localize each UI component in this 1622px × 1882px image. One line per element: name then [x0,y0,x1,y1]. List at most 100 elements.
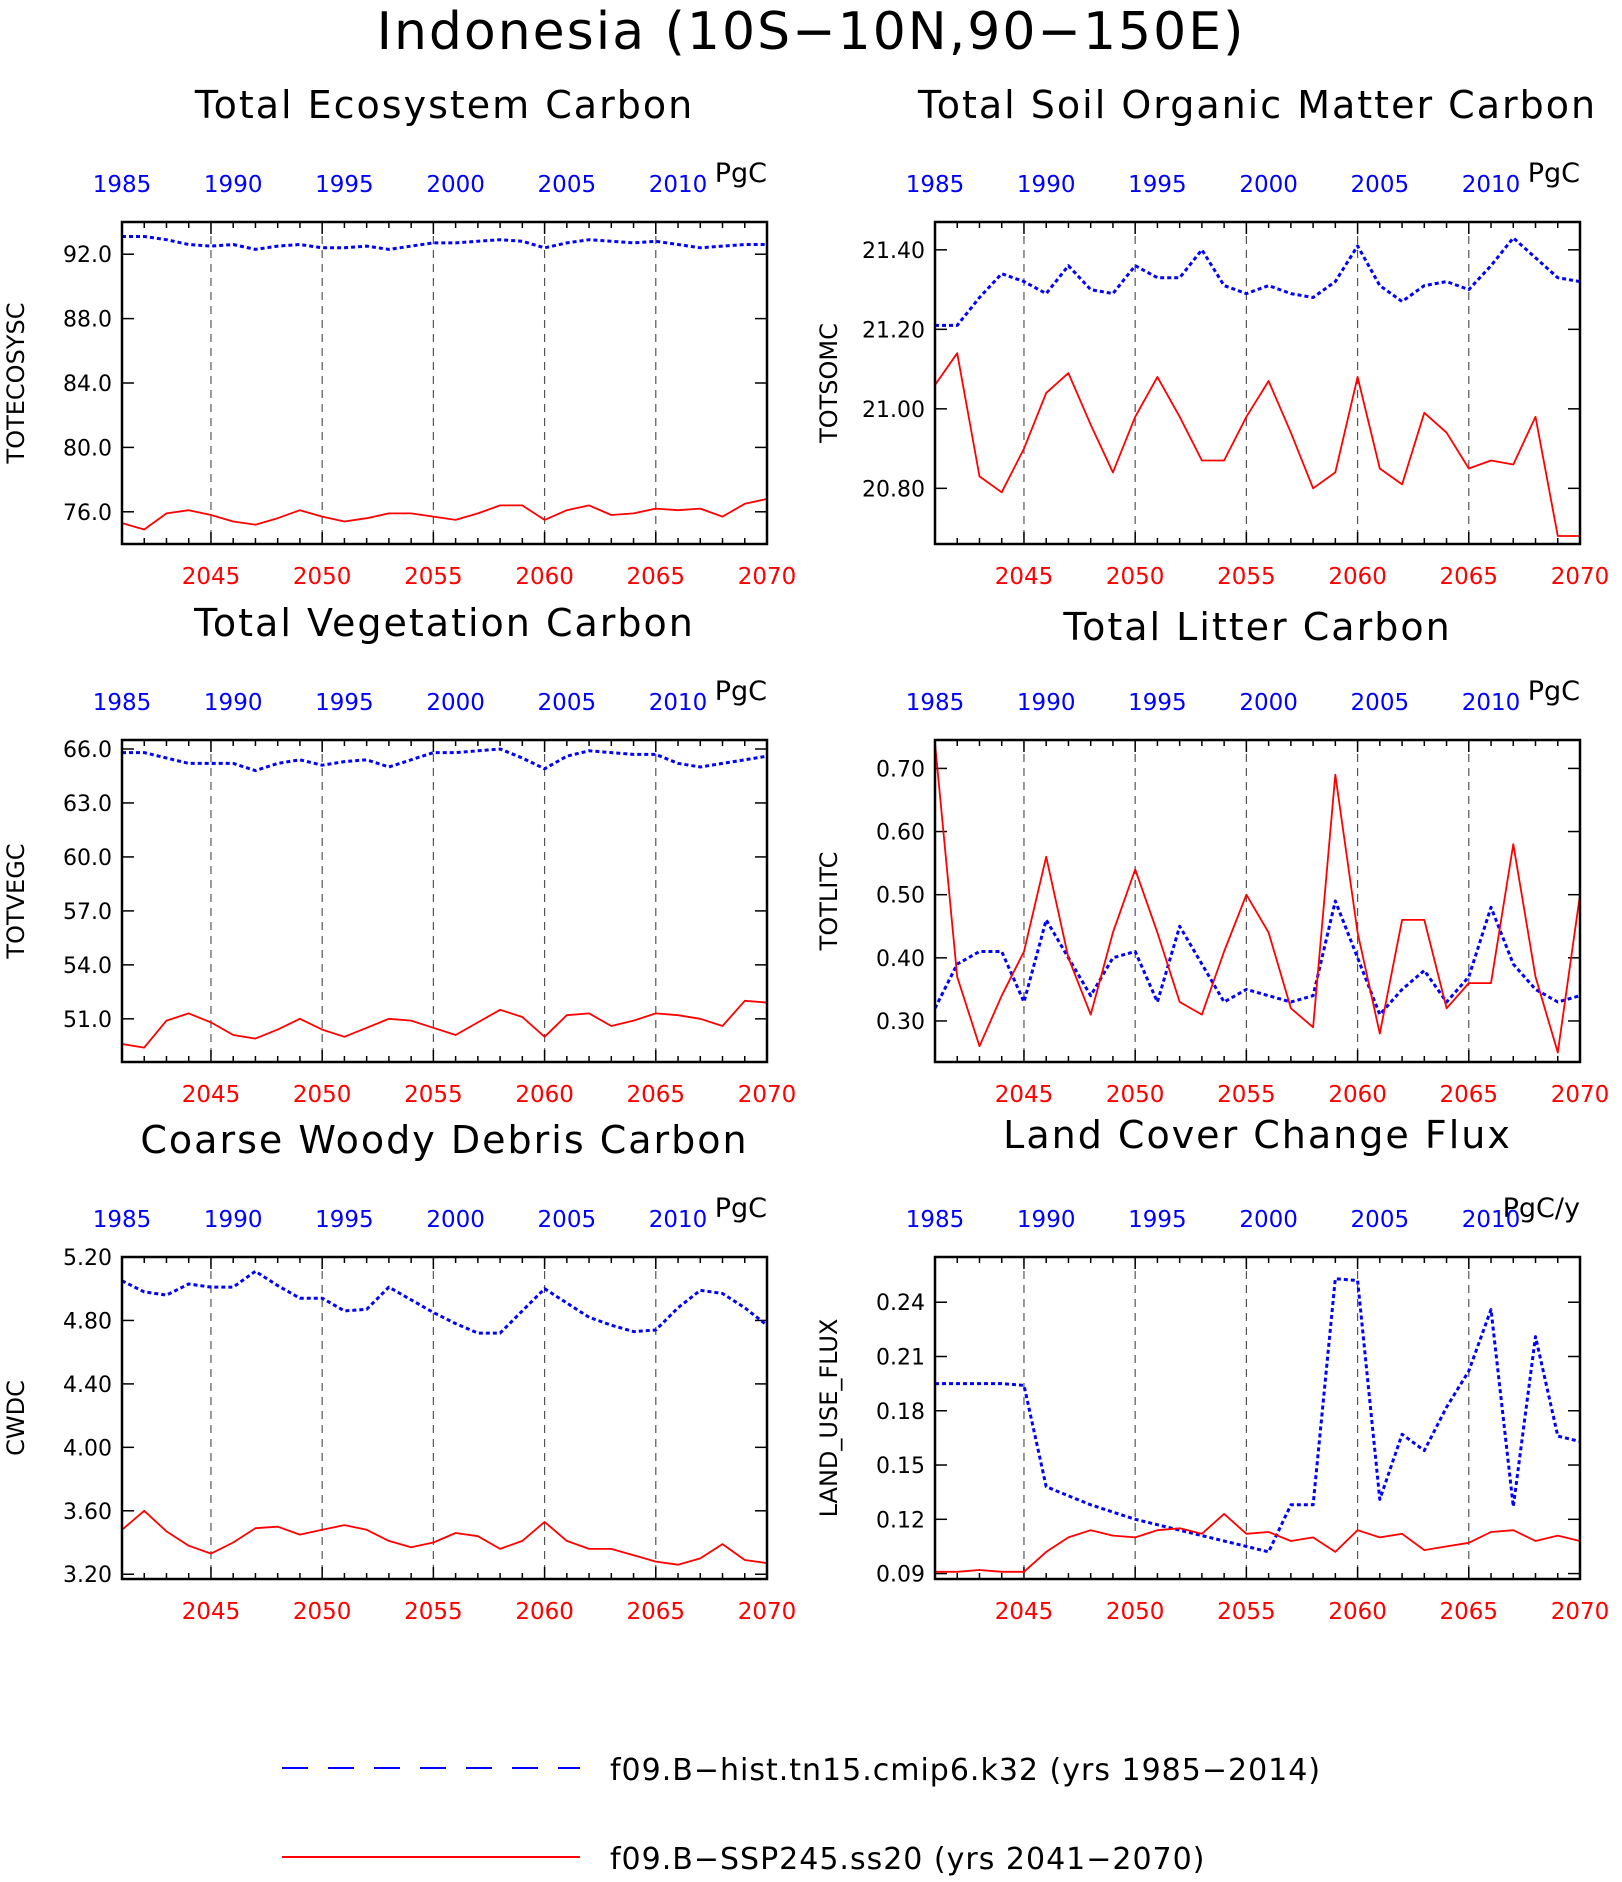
plot-frame [120,738,769,1064]
x-tick-label-top: 1985 [906,172,965,198]
y-tick-label: 0.24 [876,1291,925,1316]
x-tick-label-bottom: 2045 [182,564,241,590]
x-tick-label-bottom: 2060 [1328,1599,1387,1625]
x-tick-label-top: 2000 [426,1207,485,1233]
y-tick-label: 0.60 [876,821,925,846]
y-tick-label: 0.50 [876,884,925,909]
panel-title: Coarse Woody Debris Carbon [140,1118,748,1162]
x-tick-label-bottom: 2045 [995,1082,1054,1108]
x-tick-label-top: 1985 [906,690,965,716]
x-tick-label-bottom: 2050 [1106,1599,1165,1625]
y-tick-label: 0.70 [876,757,925,782]
series-line-hist [122,235,767,251]
panel-5: Land Cover Change Flux PgC/y LAND_USE_FLUX… [815,1113,1609,1625]
y-tick-label: 88.0 [63,308,112,333]
series-line-ssp [121,1509,768,1566]
plot-frame [120,220,769,546]
x-tick-label-bottom: 2065 [1440,564,1499,590]
x-tick-label-top: 2000 [1239,172,1298,198]
y-axis-label: TOTECOSYSC [2,303,30,465]
x-tick-label-bottom: 2060 [515,1599,574,1625]
x-tick-label-bottom: 2050 [293,1082,352,1108]
panel-title: Land Cover Change Flux [1003,1113,1512,1157]
panel-title: Total Ecosystem Carbon [194,83,694,127]
y-tick-label: 0.30 [876,1010,925,1035]
x-tick-label-bottom: 2070 [738,1082,797,1108]
x-tick-label-top: 2010 [1462,690,1521,716]
series-line-hist [935,1277,1581,1554]
units-label: PgC [715,1193,767,1224]
series-line-ssp [121,999,768,1049]
x-tick-label-bottom: 2055 [404,1082,463,1108]
y-tick-label: 0.09 [876,1563,925,1588]
plot-frame [120,1255,769,1581]
x-tick-label-top: 2005 [538,172,597,198]
y-tick-label: 4.80 [63,1309,112,1334]
series-line-hist [122,747,768,773]
x-tick-label-top: 1990 [1017,172,1076,198]
x-tick-label-bottom: 2050 [293,1599,352,1625]
y-tick-label: 5.20 [63,1246,112,1271]
x-tick-label-bottom: 2070 [738,1599,797,1625]
units-label: PgC [715,676,767,707]
y-tick-label: 4.40 [63,1373,112,1398]
x-tick-label-bottom: 2050 [1106,564,1165,590]
x-tick-label-top: 2000 [1239,690,1298,716]
x-tick-label-top: 1985 [93,690,152,716]
x-tick-label-top: 1995 [315,172,374,198]
y-tick-label: 63.0 [63,792,112,817]
x-tick-label-top: 2000 [426,690,485,716]
x-tick-label-top: 1995 [1128,1207,1187,1233]
panel-0: Total Ecosystem Carbon PgC TOTECOSYSC 2045 2… [2,83,796,590]
x-tick-label-top: 1990 [204,172,263,198]
x-tick-label-top: 1995 [315,1207,374,1233]
y-axis-label: TOTVEGC [2,843,30,959]
x-tick-label-bottom: 2050 [293,564,352,590]
x-tick-label-top: 1995 [315,690,374,716]
x-tick-label-top: 2010 [649,172,708,198]
x-tick-label-top: 1985 [93,1207,152,1233]
y-tick-label: 0.18 [876,1400,925,1425]
panel-4: Coarse Woody Debris Carbon PgC CWDC 2045 205… [2,1118,796,1625]
series-line-hist [935,236,1581,327]
x-tick-label-bottom: 2070 [1551,1599,1610,1625]
x-tick-label-bottom: 2065 [627,564,686,590]
panel-2: Total Vegetation Carbon PgC TOTVEGC 2045 205… [2,601,796,1108]
y-axis-label: TOTSOMC [815,323,843,444]
y-tick-label: 3.60 [63,1500,112,1525]
x-tick-label-bottom: 2060 [515,1082,574,1108]
y-tick-label: 21.00 [862,398,925,423]
panel-3: Total Litter Carbon PgC TOTLITC 2045 2050 205… [815,605,1609,1108]
y-tick-label: 0.40 [876,947,925,972]
units-label: PgC [1528,158,1580,189]
series-line-ssp [935,1513,1581,1573]
y-tick-label: 60.0 [63,846,112,871]
y-tick-label: 92.0 [63,243,112,268]
x-tick-label-top: 1990 [204,1207,263,1233]
y-tick-label: 54.0 [63,954,112,979]
x-tick-label-top: 2005 [1351,172,1410,198]
x-tick-label-bottom: 2055 [404,1599,463,1625]
y-tick-label: 66.0 [63,738,112,763]
x-tick-label-bottom: 2065 [1440,1599,1499,1625]
y-axis-label: TOTLITC [815,852,843,952]
x-tick-label-bottom: 2065 [627,1599,686,1625]
y-tick-label: 0.15 [876,1454,925,1479]
y-tick-label: 21.20 [862,318,925,343]
x-tick-label-bottom: 2070 [738,564,797,590]
x-tick-label-bottom: 2045 [995,564,1054,590]
series-line-ssp [934,743,1581,1054]
y-tick-label: 20.80 [862,477,925,502]
x-tick-label-top: 1995 [1128,172,1187,198]
x-tick-label-bottom: 2060 [1328,564,1387,590]
x-tick-label-top: 2005 [538,690,597,716]
x-tick-label-bottom: 2070 [1551,1082,1610,1108]
x-tick-label-bottom: 2055 [1217,564,1276,590]
y-axis-label: LAND_USE_FLUX [815,1319,843,1518]
series-line-ssp [121,498,768,531]
x-tick-label-top: 2000 [1239,1207,1298,1233]
y-tick-label: 80.0 [63,436,112,461]
y-tick-label: 21.40 [862,239,925,264]
plot-frame [933,220,1582,546]
